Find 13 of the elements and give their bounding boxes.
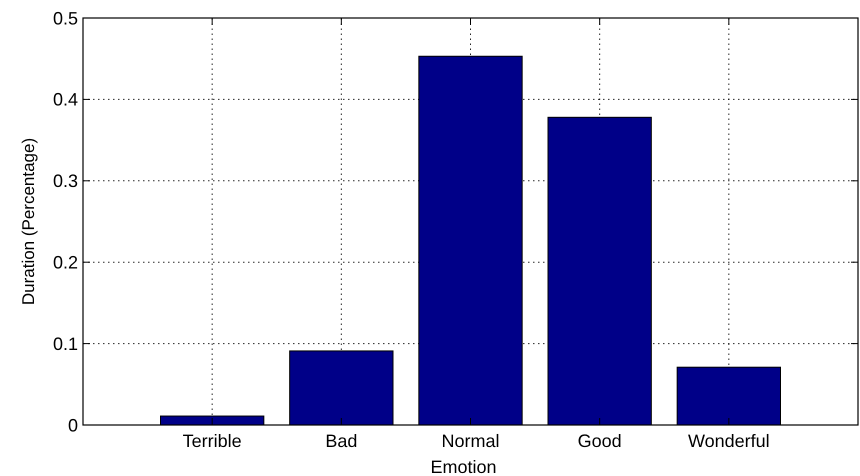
x-tick-label: Wonderful: [688, 431, 770, 451]
y-tick-label: 0.4: [52, 90, 78, 110]
y-tick-label: 0.2: [52, 252, 78, 272]
y-tick-label: 0: [68, 415, 78, 436]
x-tick-label: Good: [578, 431, 622, 451]
y-tick-label: 0.3: [52, 171, 78, 192]
x-axis-title: Emotion: [430, 457, 497, 476]
y-tick-label: 0.5: [52, 8, 78, 28]
y-axis-title: Duration (Percentage): [19, 138, 38, 306]
x-tick-label: Bad: [325, 431, 358, 451]
x-tick-label: Terrible: [182, 431, 242, 451]
y-tick-label: 0.1: [52, 334, 78, 354]
x-tick-label: Normal: [441, 431, 500, 451]
